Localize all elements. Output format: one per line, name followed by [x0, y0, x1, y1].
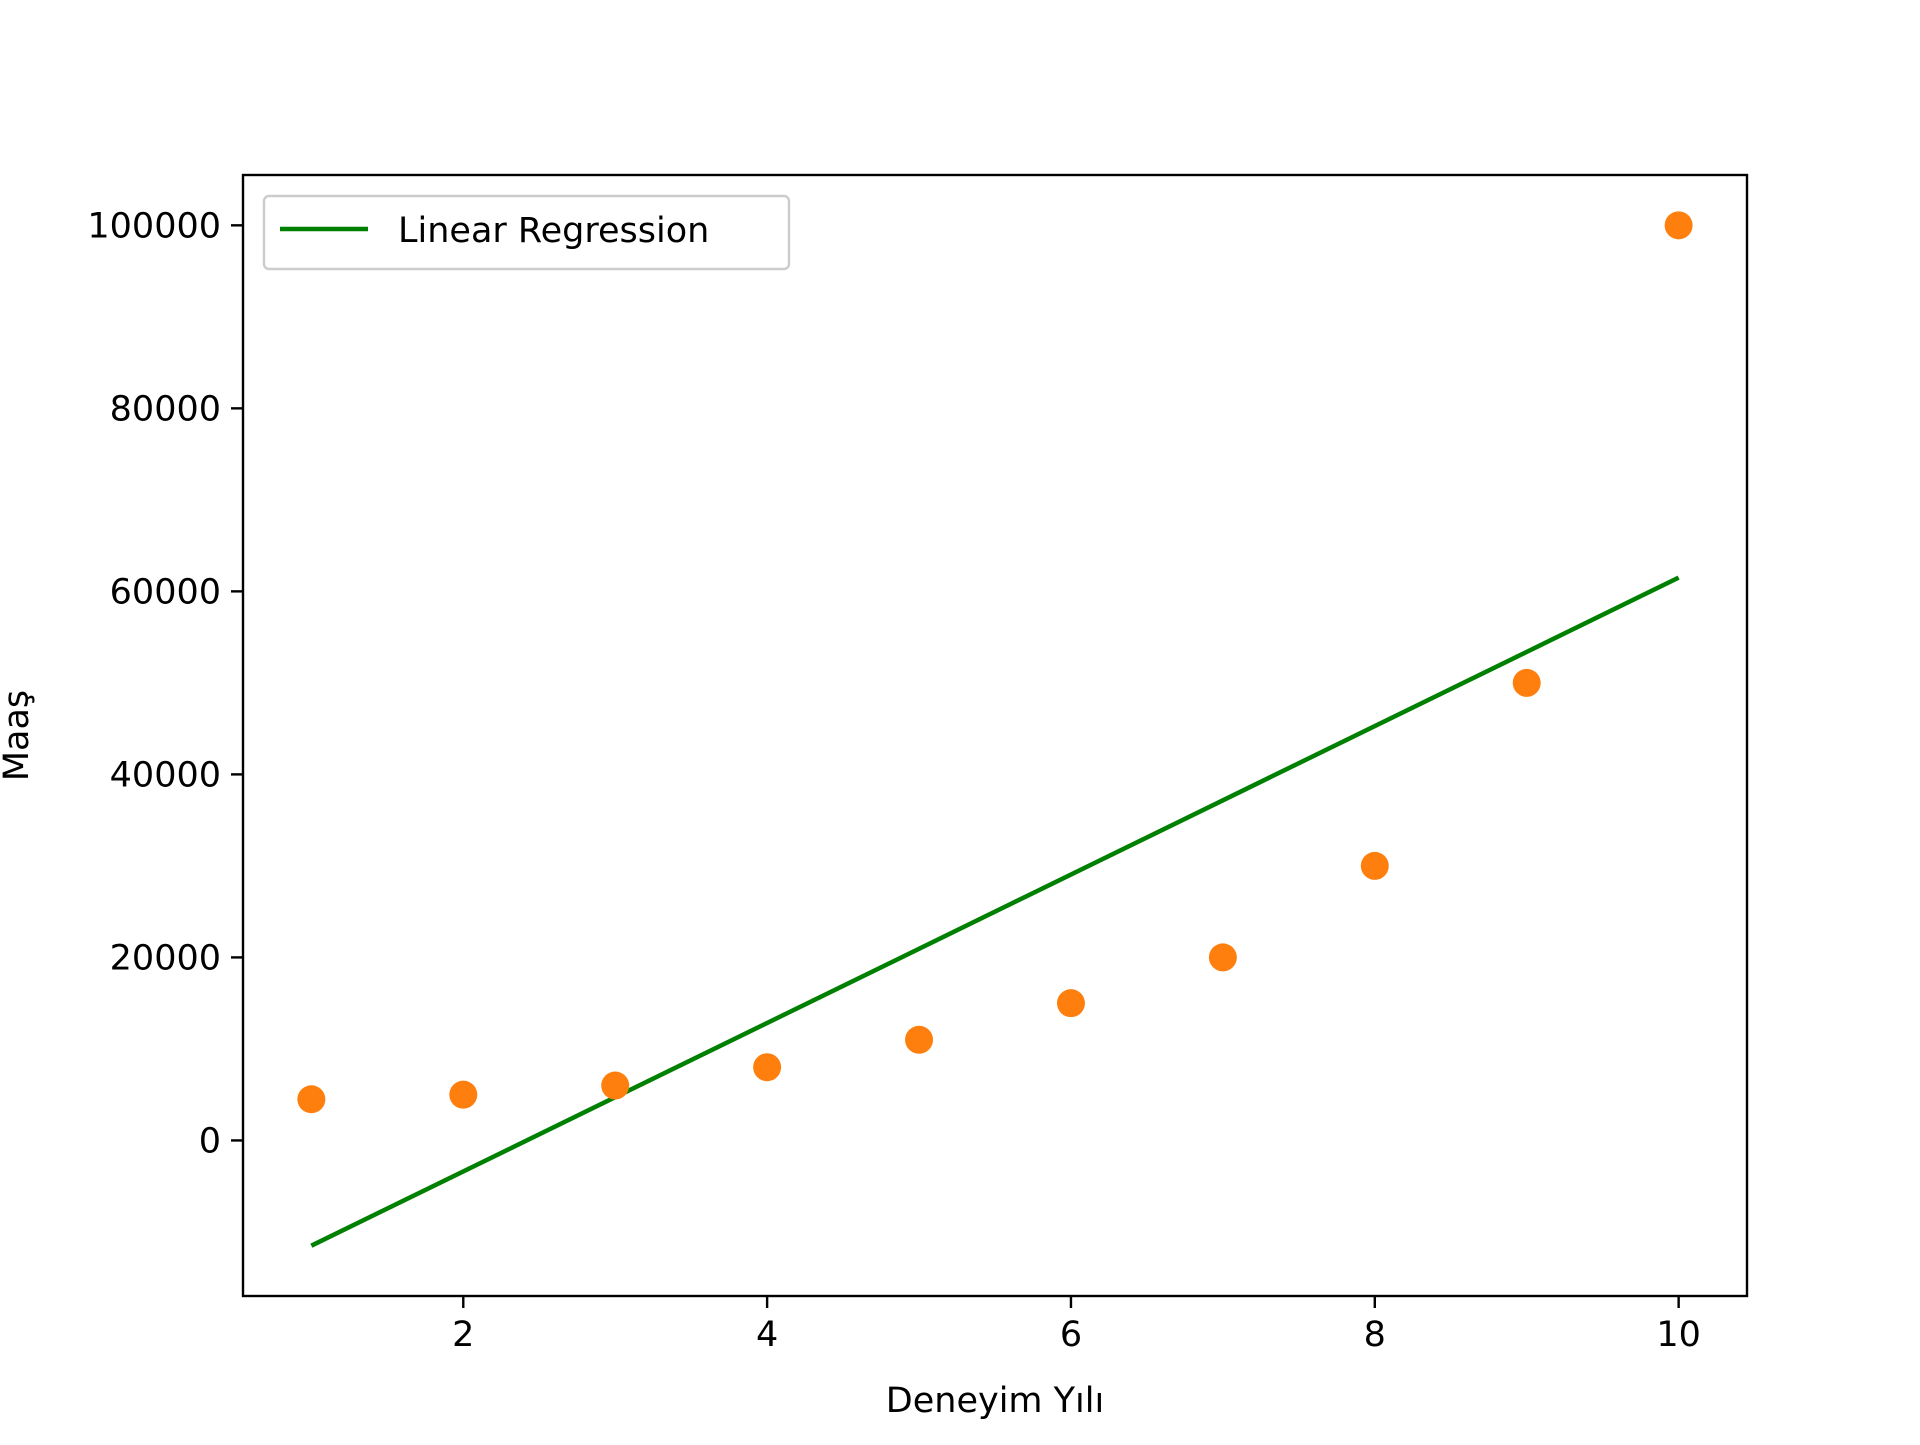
scatter-point: [1512, 668, 1541, 697]
scatter-point: [601, 1071, 630, 1100]
plot-marks: [297, 211, 1693, 1248]
x-tick-label: 10: [1656, 1315, 1701, 1355]
y-axis-ticks: 0 20000 40000 60000 80000 100000: [87, 206, 243, 1161]
x-tick-label: 4: [756, 1315, 778, 1355]
scatter-point: [1208, 943, 1237, 972]
scatter-point: [1360, 851, 1389, 880]
scatter-point: [753, 1053, 782, 1082]
plot-area-frame: [241, 173, 1749, 1298]
scatter-point: [1056, 989, 1085, 1018]
scatter-point: [905, 1025, 934, 1054]
regression-line: [310, 575, 1680, 1248]
x-axis-label: Deneyim Yılı: [886, 1381, 1104, 1421]
legend-label: Linear Regression: [398, 211, 709, 251]
y-tick-label: 80000: [110, 389, 221, 429]
scatter-point: [297, 1085, 326, 1114]
y-tick-label: 40000: [110, 755, 221, 795]
x-tick-label: 6: [1060, 1315, 1082, 1355]
scatter-point: [449, 1080, 478, 1109]
y-tick-label: 20000: [110, 938, 221, 978]
legend-box: [262, 194, 791, 271]
legend: Linear Regression: [262, 194, 791, 271]
y-tick-label: 60000: [110, 572, 221, 612]
y-tick-label: 0: [199, 1121, 221, 1161]
x-axis-ticks: 2 4 6 8 10: [452, 1296, 1701, 1355]
x-tick-label: 2: [452, 1315, 474, 1355]
x-tick-label: 8: [1364, 1315, 1386, 1355]
scatter-point: [1664, 211, 1693, 240]
y-axis-label: Maaş: [0, 690, 37, 781]
y-tick-label: 100000: [87, 206, 221, 246]
